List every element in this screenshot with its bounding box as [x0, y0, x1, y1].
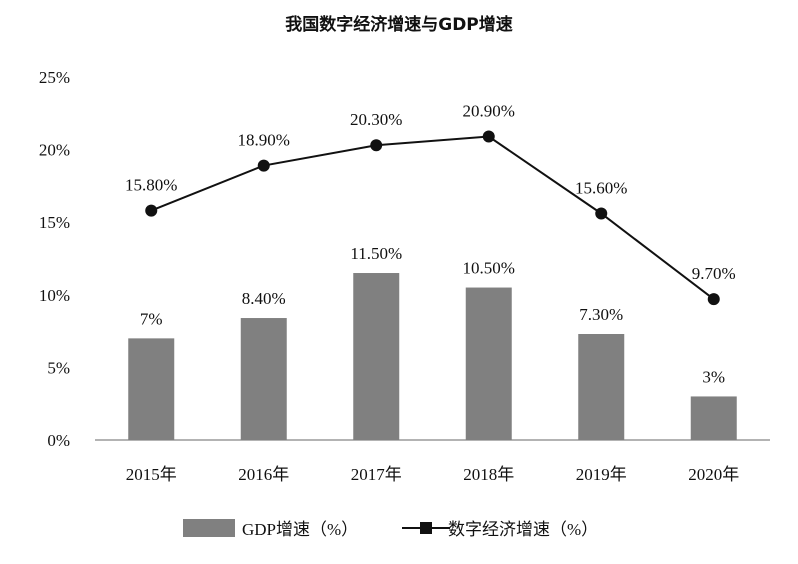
- line-data-label: 9.70%: [692, 264, 736, 283]
- bar: [128, 338, 175, 440]
- line-data-label: 20.30%: [350, 110, 402, 129]
- x-tick-label: 2019年: [576, 465, 627, 484]
- x-tick-label: 2020年: [688, 465, 739, 484]
- legend: GDP增速（%） 数字经济增速（%）: [183, 519, 598, 539]
- line-data-label: 15.60%: [575, 178, 627, 197]
- line-point: [595, 207, 608, 220]
- bar: [353, 273, 400, 440]
- legend-bar-label: GDP增速（%）: [242, 520, 358, 539]
- line-point: [257, 159, 270, 172]
- y-tick-label: 20%: [39, 141, 70, 160]
- line-series: 15.80% 18.90% 20.30% 20.90% 15.60% 9.70%: [125, 102, 736, 306]
- bar-data-label: 7.30%: [579, 305, 623, 324]
- y-tick-label: 5%: [47, 358, 70, 377]
- line-data-label: 15.80%: [125, 176, 177, 195]
- x-tick-label: 2017年: [351, 465, 402, 484]
- line-point: [370, 139, 383, 152]
- line-point: [145, 204, 158, 217]
- bar-data-label: 8.40%: [242, 289, 286, 308]
- bar: [465, 287, 512, 440]
- x-tick-label: 2018年: [463, 465, 514, 484]
- legend-line-marker: [420, 522, 432, 534]
- bar: [578, 334, 625, 440]
- legend-line-label: 数字经济增速（%）: [448, 520, 598, 539]
- chart-title: 我国数字经济增速与GDP增速: [285, 14, 513, 35]
- line-data-label: 20.90%: [463, 102, 515, 121]
- line-point: [482, 130, 495, 143]
- y-tick-label: 10%: [39, 286, 70, 305]
- bar-data-label: 3%: [702, 367, 725, 386]
- bar: [690, 396, 737, 440]
- bar-series: 7% 8.40% 11.50% 10.50% 7.30% 3%: [128, 244, 737, 440]
- bar: [240, 318, 287, 440]
- y-tick-label: 25%: [39, 68, 70, 87]
- bar-data-label: 11.50%: [350, 244, 402, 263]
- y-axis: 0% 5% 10% 15% 20% 25%: [39, 68, 70, 450]
- y-tick-label: 0%: [47, 431, 70, 450]
- legend-bar-swatch: [183, 519, 235, 537]
- line-point: [707, 293, 720, 306]
- x-axis: 2015年 2016年 2017年 2018年 2019年 2020年: [95, 439, 770, 484]
- bar-data-label: 10.50%: [463, 259, 515, 278]
- x-tick-label: 2015年: [126, 465, 177, 484]
- y-tick-label: 15%: [39, 213, 70, 232]
- bar-data-label: 7%: [140, 309, 163, 328]
- x-tick-label: 2016年: [238, 465, 289, 484]
- line-data-label: 18.90%: [238, 131, 290, 150]
- line-path: [150, 135, 715, 300]
